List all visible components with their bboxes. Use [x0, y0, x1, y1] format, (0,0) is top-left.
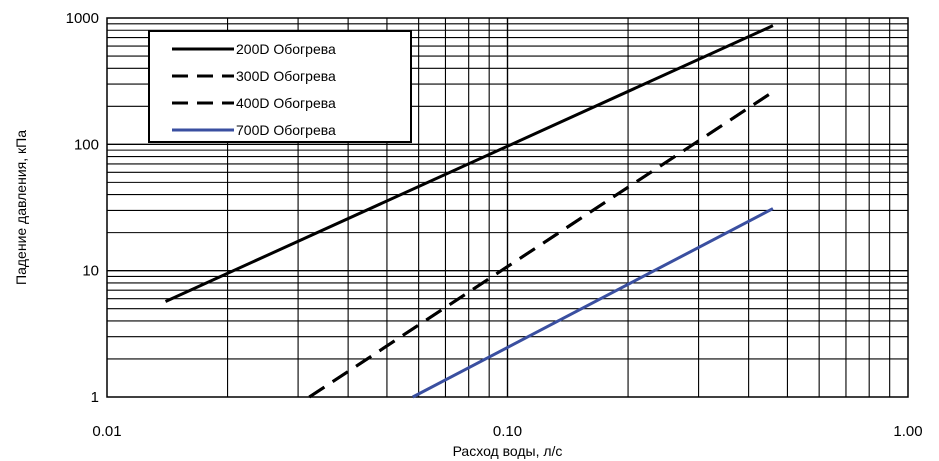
y-tick-label: 1000: [66, 10, 99, 27]
legend-label: 400D Обогрева: [236, 95, 336, 111]
x-tick-label: 0.01: [92, 423, 121, 440]
y-axis-title: Падение давления, кПа: [13, 130, 29, 285]
series-line: [308, 90, 774, 399]
grid: [107, 18, 908, 397]
y-tick-label: 1: [91, 389, 99, 406]
series-layer: [164, 24, 774, 399]
legend-label: 300D Обогрева: [236, 68, 336, 84]
legend-items: 200D Обогрева 300D Обогрева 400D Обогрева 7…: [172, 41, 336, 138]
x-tick-label: 0.10: [493, 423, 522, 440]
y-tick-label: 10: [82, 263, 99, 280]
plot-frame: [106, 17, 909, 398]
legend: 200D Обогрева 300D Обогрева 400D Обогрева 7…: [148, 30, 412, 143]
x-tick-label: 1.00: [893, 423, 922, 440]
y-tick-label: 100: [74, 136, 99, 153]
tick-labels: 0.01 0.10 1.00 1 10 100 1000: [66, 10, 923, 440]
series-line: [412, 207, 774, 399]
series-line: [164, 24, 774, 303]
legend-label: 700D Обогрева: [236, 122, 336, 138]
legend-label: 200D Обогрева: [236, 41, 336, 57]
x-axis-title: Расход воды, л/с: [453, 443, 563, 459]
